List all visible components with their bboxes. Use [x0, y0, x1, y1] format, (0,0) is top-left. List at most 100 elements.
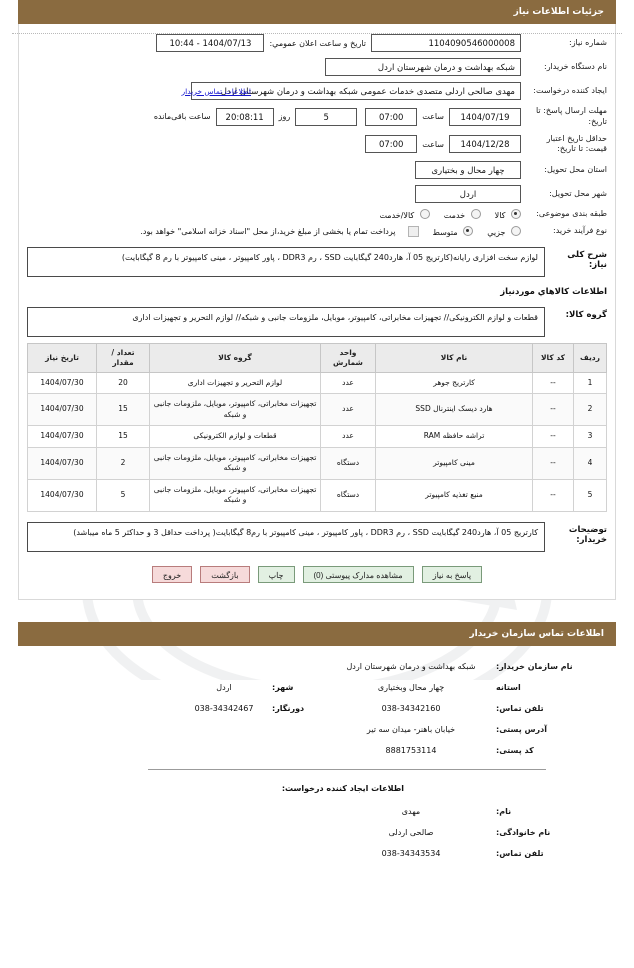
- city-value: اردل: [415, 185, 521, 204]
- goods-group-row: گروه کالا: قطعات و لوازم الکترونیکی// تج…: [27, 307, 607, 338]
- print-button[interactable]: چاپ: [257, 565, 295, 583]
- creator-label: ایجاد کننده درخواست:: [533, 85, 607, 95]
- contact-fax-label: دورنگار:: [272, 703, 305, 713]
- cell-code: --: [532, 425, 574, 448]
- th-group: گروه کالا: [149, 343, 321, 373]
- cell-unit: دستگاه: [320, 478, 376, 512]
- category-row: طبقه بندی موضوعی: کالا خدمت کالا/خدمت: [27, 209, 607, 220]
- announce-value: 1404/07/13 - 10:44: [156, 34, 265, 52]
- cell-name: کارتریج جوهر: [375, 371, 533, 395]
- goods-group-value: قطعات و لوازم الکترونیکی// تجهیزات مخابر…: [27, 307, 545, 338]
- radio-kala-khedmat-icon[interactable]: [419, 209, 430, 220]
- validity-hour-label: ساعت: [422, 139, 444, 149]
- cell-group: تجهیزات مخابراتی، کامپیوتر، موبایل، ملزو…: [149, 393, 321, 427]
- creator-phone-label: تلفن تماس:: [496, 848, 544, 858]
- process-option-jozi[interactable]: جزیي: [487, 226, 521, 237]
- contact-city-value: اردل: [216, 682, 232, 692]
- category-option-khedmat[interactable]: خدمت: [444, 209, 481, 220]
- process-label: نوع فرآیند خرید:: [553, 226, 607, 236]
- cell-qty: 15: [96, 393, 150, 427]
- creator-row: ایجاد کننده درخواست: مهدی صالحی اردلی مت…: [27, 82, 607, 100]
- deadline-hour-value: 07:00: [365, 107, 418, 126]
- process-option-jozi-label: جزیي: [487, 228, 506, 238]
- cell-group: قطعات و لوازم الکترونیکی: [149, 425, 321, 448]
- summary-value: لوازم سخت افزاری رایانه(کارتریج 05 آ، ها…: [27, 247, 545, 278]
- contact-province-row: استانه چهار محال وبختیاری شهر: اردل: [18, 683, 616, 692]
- category-option-kala-khedmat[interactable]: کالا/خدمت: [379, 209, 430, 221]
- contact-org-row: نام سازمان خریدار: شبکه بهداشت و درمان ش…: [18, 662, 616, 671]
- validity-row: حداقل تاریخ اعتبار قیمت: تا تاریخ: 1404/…: [27, 134, 607, 156]
- need-number-label: شماره نیاز:: [569, 37, 607, 47]
- contact-org-value: شبکه بهداشت و درمان شهرستان اردل: [346, 661, 476, 671]
- remaining-timer-value: 20:08:11: [215, 107, 274, 126]
- creator-first-name-row: نام: مهدی: [18, 807, 616, 816]
- cell-radif: 3: [573, 425, 607, 448]
- buyer-notes-label: توضیحات خریدار:: [568, 524, 607, 545]
- deadline-date-value: 1404/07/19: [449, 107, 521, 126]
- city-row: شهر محل تحویل: اردل: [27, 185, 607, 204]
- cell-qty: 15: [96, 425, 150, 448]
- creator-phone-value: 038-34343534: [381, 848, 441, 858]
- cell-radif: 1: [573, 371, 607, 395]
- province-label: استان محل تحویل:: [544, 164, 607, 174]
- radio-khedmat-icon[interactable]: [470, 209, 481, 220]
- cell-unit: دستگاه: [320, 446, 376, 480]
- contact-address-value: خیابان باهنر- میدان سه تیر: [366, 724, 456, 734]
- cell-name: هارد دیسک اینترنال SSD: [375, 393, 533, 427]
- creator-text: مهدی صالحی اردلی متصدی خدمات عمومی شبکه …: [220, 87, 515, 97]
- remaining-timer-unit: ساعت باقی‌مانده: [153, 112, 211, 122]
- respond-to-need-button[interactable]: پاسخ به نیاز: [421, 565, 483, 583]
- treasury-note: پرداخت تمام یا بخشی از مبلغ خرید،از محل …: [140, 227, 396, 237]
- creator-last-name-value: صالحی اردلی: [388, 827, 434, 837]
- back-button[interactable]: بازگشت: [200, 565, 250, 583]
- cell-radif: 5: [573, 478, 607, 512]
- contact-org-label: نام سازمان خریدار:: [496, 661, 573, 671]
- process-option-motavaset[interactable]: متوسط: [433, 226, 474, 237]
- contact-city-label: شهر:: [272, 682, 294, 692]
- validity-label: حداقل تاریخ اعتبار قیمت: تا تاریخ:: [546, 133, 607, 154]
- cell-code: --: [532, 478, 574, 512]
- cell-code: --: [532, 446, 574, 480]
- summary-label: شرح کلی نیاز:: [567, 250, 607, 271]
- category-option-kala-khedmat-label: کالا/خدمت: [379, 211, 415, 221]
- category-option-khedmat-label: خدمت: [443, 211, 466, 221]
- cell-qty: 2: [96, 446, 150, 480]
- view-attachments-button[interactable]: مشاهده مدارک پیوستی (0): [302, 565, 414, 583]
- creator-info-title: اطلاعات ایجاد کننده درخواست:: [281, 783, 404, 793]
- exit-button[interactable]: خروج: [151, 565, 193, 583]
- category-option-kala[interactable]: کالا: [495, 209, 521, 220]
- creator-first-name-label: نام:: [496, 806, 512, 816]
- need-number-value: 1104090546000008: [371, 34, 521, 52]
- contact-province-label: استانه: [496, 682, 521, 692]
- summary-row: شرح کلی نیاز: لوازم سخت افزاری رایانه(کا…: [27, 247, 607, 278]
- announce-label: تاریخ و ساعت اعلان عمومي:: [269, 38, 366, 48]
- cell-unit: عدد: [320, 393, 376, 427]
- goods-group-label: گروه کالا:: [565, 310, 607, 321]
- treasury-checkbox[interactable]: [407, 226, 419, 238]
- contact-postal-value: 8881753114: [385, 745, 437, 755]
- contact-address-label: آدرس پستی:: [496, 724, 547, 734]
- need-details-panel: شماره نیاز: 1104090546000008 تاریخ و ساع…: [18, 24, 616, 600]
- process-option-motavaset-label: متوسط: [432, 228, 458, 238]
- creator-phone-row: تلفن تماس: 038-34343534: [18, 849, 616, 858]
- radio-motavaset-icon[interactable]: [463, 226, 474, 237]
- table-row: 4 -- مینی کامپیوتر دستگاه تجهیزات مخابرا…: [27, 446, 607, 480]
- buyer-notes-row: توضیحات خریدار: کارتریج 05 آ، هارد240 گی…: [27, 521, 607, 552]
- cell-code: --: [532, 393, 574, 427]
- section-header-need-details: جزئیات اطلاعات نیاز: [18, 0, 616, 24]
- radio-kala-icon[interactable]: [511, 209, 521, 220]
- radio-jozi-icon[interactable]: [511, 226, 521, 237]
- buyer-org-label: نام دستگاه خریدار:: [544, 61, 607, 71]
- contact-phone-row: تلفن تماس: 038-34342160 دورنگار: 038-343…: [18, 704, 616, 713]
- table-header-row: ردیف کد کالا نام کالا واحد شمارش گروه کا…: [27, 343, 607, 373]
- buyer-contact-link[interactable]: اطلاعات تماس خریدار: [181, 86, 252, 96]
- buyer-org-row: نام دستگاه خریدار: شبکه بهداشت و درمان ش…: [27, 58, 607, 76]
- top-divider: [12, 33, 622, 34]
- cell-qty: 5: [96, 478, 150, 512]
- contact-address-row: آدرس پستی: خیابان باهنر- میدان سه تیر: [18, 725, 616, 734]
- table-row: 3 -- تراشه حافظه RAM عدد قطعات و لوازم ا…: [27, 425, 607, 448]
- cell-date: 1404/07/30: [27, 446, 97, 480]
- creator-value: مهدی صالحی اردلی متصدی خدمات عمومی شبکه …: [191, 82, 521, 100]
- th-code: کد کالا: [532, 343, 574, 373]
- goods-table-body: 1 -- کارتریج جوهر عدد لوازم التحریر و تج…: [27, 371, 607, 512]
